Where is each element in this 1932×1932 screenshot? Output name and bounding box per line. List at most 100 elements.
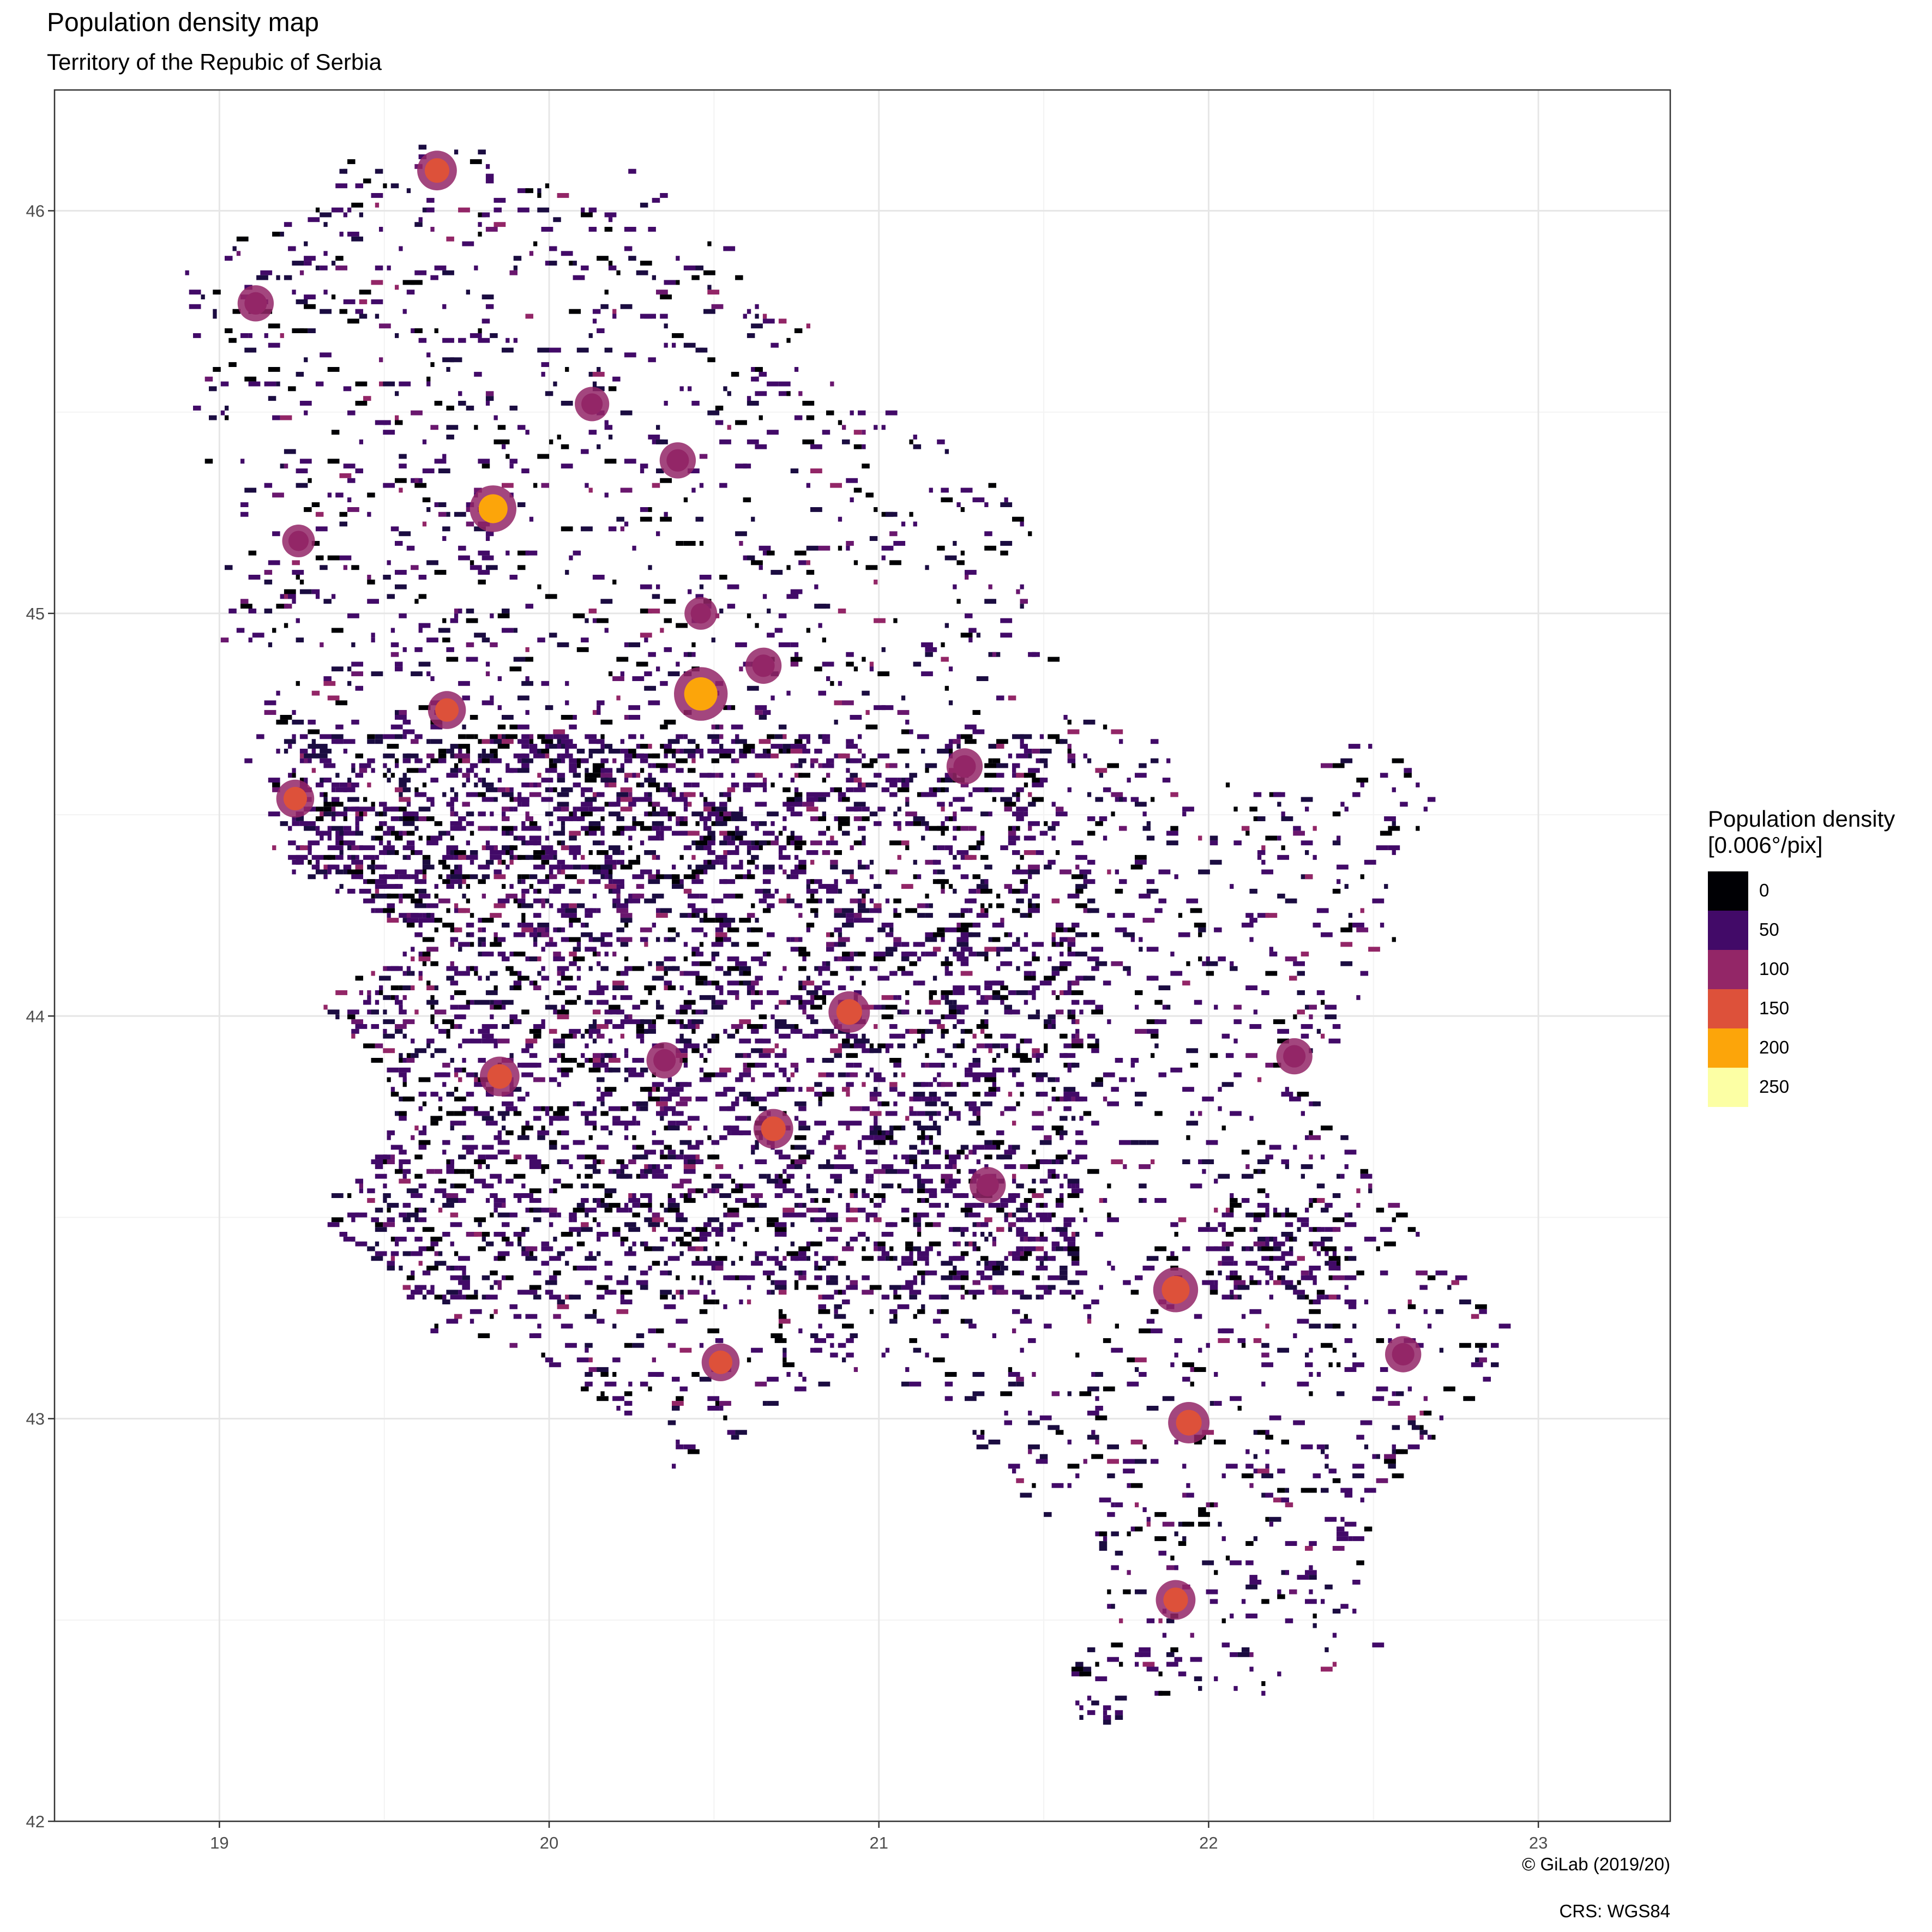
density-cell (703, 869, 708, 875)
density-cell (422, 1207, 427, 1213)
density-cell (656, 1000, 660, 1005)
density-cell (482, 1033, 494, 1039)
density-cell (944, 927, 957, 932)
density-cell (458, 734, 466, 739)
density-cell (707, 1038, 720, 1044)
density-cell (482, 797, 494, 802)
density-cell (323, 778, 332, 783)
density-cell (767, 609, 771, 613)
density-cell (656, 1169, 664, 1174)
density-cell (1221, 1227, 1226, 1232)
density-cell (893, 541, 906, 546)
density-cell (810, 763, 815, 768)
density-cell (1048, 1212, 1056, 1218)
density-cell (953, 985, 965, 990)
density-cell (893, 937, 901, 942)
density-cell (406, 971, 411, 976)
density-cell (1194, 1000, 1202, 1005)
density-cell (1257, 850, 1266, 855)
density-cell (315, 869, 328, 875)
density-cell (592, 1053, 601, 1058)
density-cell (790, 468, 799, 473)
density-cell (660, 1202, 664, 1208)
density-cell (762, 1072, 775, 1078)
density-cell (466, 1232, 478, 1237)
density-cell (767, 1222, 779, 1227)
density-cell (834, 1145, 846, 1150)
density-cell (956, 923, 961, 928)
density-cell (881, 1101, 890, 1106)
density-cell (858, 1145, 862, 1150)
density-cell (248, 575, 261, 580)
density-cell (846, 1217, 858, 1223)
density-cell (411, 565, 419, 570)
density-cell (1055, 942, 1060, 947)
density-cell (604, 1188, 617, 1194)
density-cell (1016, 1082, 1024, 1087)
density-cell (1309, 1154, 1313, 1160)
density-cell (1218, 1106, 1222, 1111)
density-cell (612, 879, 624, 884)
density-cell (608, 1004, 621, 1010)
density-cell (1344, 1222, 1357, 1227)
density-cell (308, 217, 320, 222)
density-cell (862, 1106, 870, 1111)
density-cell (715, 937, 724, 942)
density-cell (790, 1222, 795, 1227)
density-cell (299, 854, 308, 860)
density-cell (838, 826, 842, 831)
density-cell (521, 1130, 526, 1135)
density-cell (383, 850, 387, 855)
density-cell (557, 773, 565, 778)
density-cell (450, 768, 459, 773)
density-cell (490, 734, 502, 739)
density-cell (335, 700, 347, 706)
density-cell (652, 1217, 656, 1223)
density-cell (897, 787, 910, 792)
density-cell (1048, 1169, 1056, 1174)
density-cell (751, 1193, 763, 1198)
density-cell (790, 744, 803, 749)
density-cell (418, 1140, 431, 1145)
density-cell (478, 942, 482, 947)
density-cell (743, 1241, 747, 1247)
density-cell (411, 971, 415, 976)
density-cell (901, 1217, 910, 1223)
density-cell (315, 830, 324, 836)
density-cell (984, 502, 989, 507)
density-cell (865, 710, 870, 715)
density-cell (956, 1019, 965, 1025)
density-cell (517, 695, 529, 701)
density-cell (304, 304, 316, 309)
density-cell (335, 183, 347, 189)
density-cell (822, 778, 826, 783)
density-cell (608, 1009, 621, 1015)
density-cell (588, 430, 597, 435)
density-cell (869, 1092, 882, 1097)
density-cell (399, 1116, 407, 1121)
density-cell (644, 1149, 656, 1155)
density-cell (395, 835, 403, 841)
density-cell (1083, 1111, 1092, 1116)
density-cell (502, 628, 514, 633)
density-cell (482, 294, 494, 299)
density-cell (426, 1043, 431, 1049)
density-cell (280, 415, 292, 420)
density-cell (648, 1164, 656, 1169)
density-cell (434, 927, 438, 932)
density-cell (822, 884, 826, 889)
density-cell (984, 1217, 992, 1223)
density-cell (604, 459, 617, 464)
density-cell (1305, 850, 1309, 855)
density-cell (351, 874, 363, 880)
density-cell (1332, 1193, 1341, 1198)
density-cell (735, 995, 739, 1000)
density-cell (276, 719, 288, 725)
density-cell (806, 739, 810, 744)
density-cell (1048, 956, 1052, 961)
density-cell (569, 724, 577, 730)
density-cell (320, 749, 332, 754)
density-cell (1221, 1082, 1234, 1087)
density-cell (367, 1246, 375, 1251)
density-cell (917, 1126, 929, 1130)
